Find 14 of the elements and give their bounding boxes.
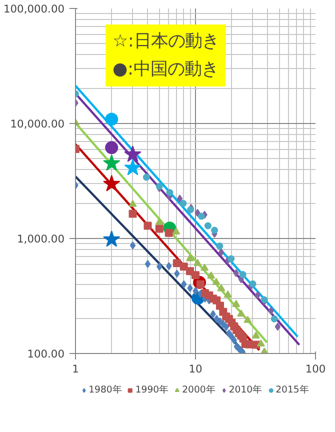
x-tick-label: 1 (72, 362, 79, 376)
legend-label: 2010年 (228, 384, 262, 396)
legend-label: 1980年 (88, 384, 122, 396)
legend-label: 1990年 (135, 384, 168, 396)
y-tick-label: 1,000.00 (17, 232, 65, 246)
y-tick-label: 100.00 (27, 348, 65, 360)
annotation: ●:中国の動き (112, 60, 218, 80)
y-tick-label: 100,000.00 (3, 2, 65, 16)
x-tick-label: 100 (305, 362, 326, 376)
legend-label: 2000年 (182, 384, 215, 396)
x-tick-label: 10 (188, 362, 202, 376)
legend-label: 2015年 (276, 384, 308, 396)
y-tick-label: 10,000.00 (10, 118, 65, 130)
annotation: ☆:日本の動き (112, 32, 219, 52)
